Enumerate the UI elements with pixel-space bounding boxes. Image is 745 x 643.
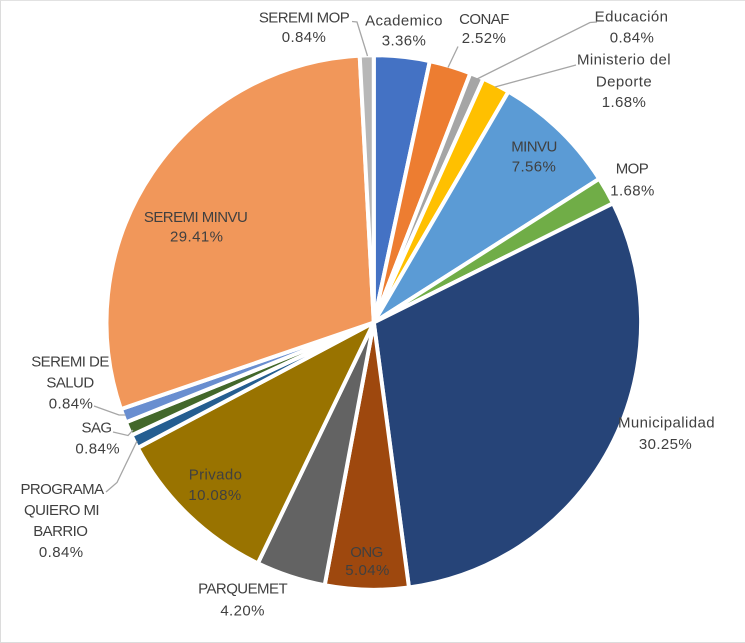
svg-text:10.08%: 10.08%	[188, 487, 241, 504]
svg-text:SEREMI MINVU: SEREMI MINVU	[144, 209, 247, 226]
svg-text:Academico: Academico	[365, 12, 443, 29]
svg-text:Educación: Educación	[595, 8, 669, 25]
svg-text:SALUD: SALUD	[46, 374, 94, 391]
svg-text:7.56%: 7.56%	[512, 158, 557, 175]
svg-text:0.84%: 0.84%	[610, 29, 655, 46]
svg-text:Ministerio del: Ministerio del	[577, 51, 671, 68]
svg-text:0.84%: 0.84%	[282, 29, 327, 46]
svg-text:1.68%: 1.68%	[602, 94, 647, 111]
svg-text:SAG: SAG	[81, 419, 111, 436]
svg-text:Municipalidad: Municipalidad	[618, 414, 715, 431]
svg-text:4.20%: 4.20%	[220, 602, 265, 619]
svg-text:30.25%: 30.25%	[639, 436, 692, 453]
svg-text:2.52%: 2.52%	[462, 30, 507, 47]
svg-text:SEREMI MOP: SEREMI MOP	[259, 9, 350, 26]
svg-text:CONAF: CONAF	[459, 11, 509, 28]
svg-text:5.04%: 5.04%	[345, 562, 390, 579]
svg-text:MINVU: MINVU	[511, 138, 557, 155]
svg-text:MOP: MOP	[616, 160, 649, 177]
svg-text:QUIERO MI: QUIERO MI	[24, 502, 99, 519]
svg-text:1.68%: 1.68%	[610, 182, 655, 199]
svg-text:3.36%: 3.36%	[382, 32, 427, 49]
svg-text:0.84%: 0.84%	[39, 544, 84, 561]
svg-text:29.41%: 29.41%	[170, 229, 223, 246]
svg-text:PARQUEMET: PARQUEMET	[198, 580, 287, 597]
svg-text:SEREMI DE: SEREMI DE	[31, 353, 109, 370]
svg-text:0.84%: 0.84%	[49, 395, 94, 412]
svg-text:ONG: ONG	[350, 544, 383, 561]
svg-text:Deporte: Deporte	[596, 73, 652, 90]
svg-text:PROGRAMA: PROGRAMA	[20, 481, 104, 498]
svg-text:Privado: Privado	[189, 466, 243, 483]
svg-text:0.84%: 0.84%	[75, 440, 120, 457]
svg-text:BARRIO: BARRIO	[33, 523, 87, 540]
